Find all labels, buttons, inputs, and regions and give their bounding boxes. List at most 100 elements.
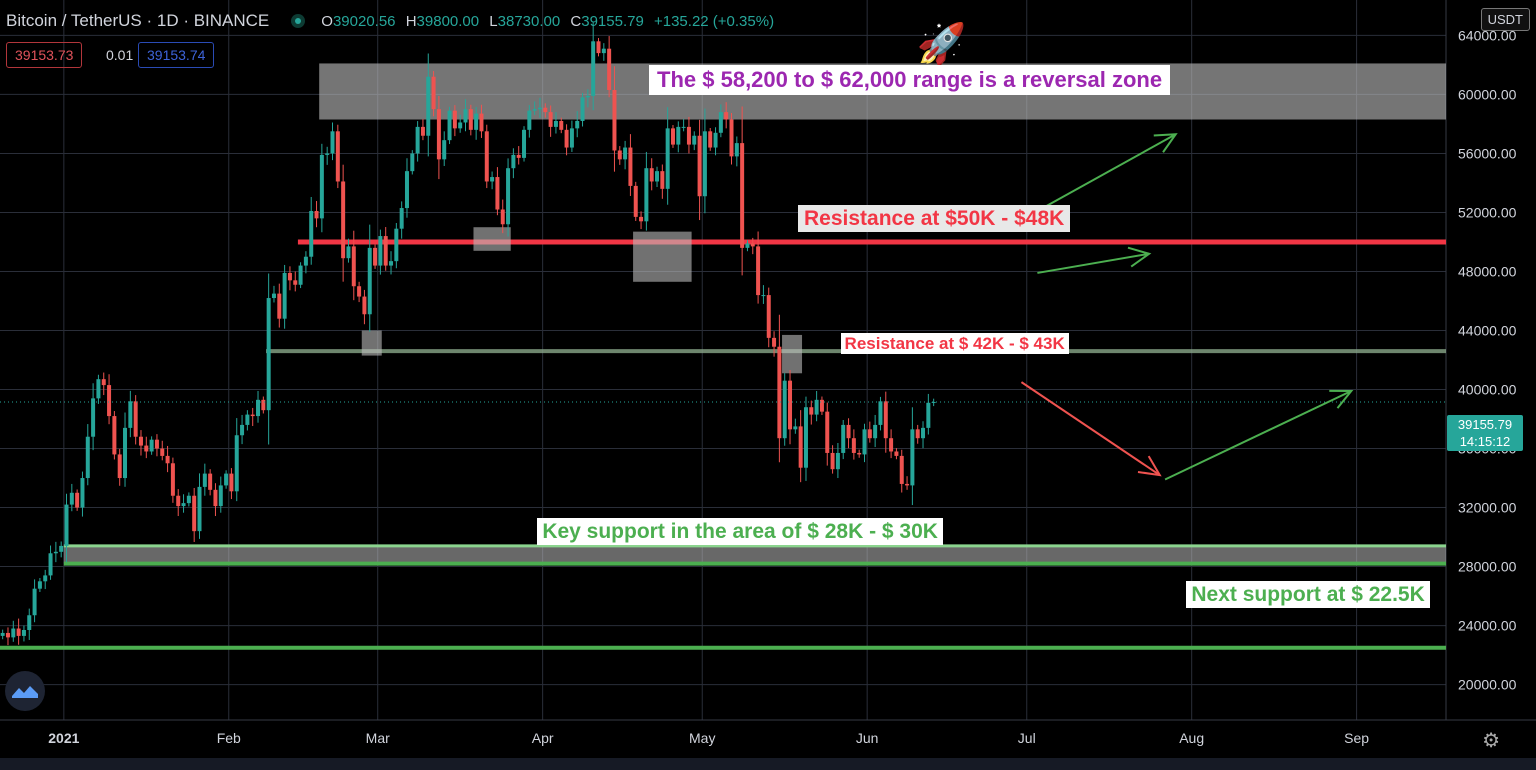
candle-body	[383, 236, 388, 266]
arrow-head	[1329, 389, 1354, 409]
annotation-label[interactable]: Resistance at $50K - $48K	[798, 205, 1071, 233]
chart-header: Bitcoin / TetherUS · 1D · BINANCE O39020…	[6, 10, 780, 32]
candle-body	[905, 483, 910, 486]
candle-body	[357, 286, 362, 297]
candle-body	[676, 126, 681, 145]
candle-body	[27, 615, 32, 630]
y-tick-label: 32000.00	[1458, 500, 1517, 516]
candle-body	[197, 486, 202, 532]
currency-badge[interactable]: USDT	[1480, 8, 1530, 31]
projection-arrow	[1020, 381, 1161, 476]
candle-body	[575, 120, 580, 129]
candle-body	[436, 109, 441, 160]
annotation-label[interactable]: Next support at $ 22.5K	[1186, 581, 1430, 609]
candle-body	[48, 553, 53, 576]
candle-body	[633, 185, 638, 217]
candle-body	[718, 112, 723, 133]
candle-body	[59, 545, 64, 552]
x-tick-label: Sep	[1344, 730, 1369, 746]
buy-price-button[interactable]: 39153.74	[138, 42, 215, 68]
candle-body	[729, 119, 734, 157]
settings-gear-icon[interactable]: ⚙	[1482, 730, 1500, 752]
candle-body	[500, 209, 505, 225]
last-price-label: 39155.79 14:15:12	[1447, 415, 1523, 451]
x-tick-label: Jul	[1018, 730, 1036, 746]
candle-body	[628, 147, 633, 186]
candle-body	[756, 246, 761, 296]
candle-body	[665, 128, 670, 189]
candle-body	[623, 147, 628, 160]
candle-body	[426, 76, 431, 136]
candle-body	[91, 398, 96, 437]
candle-body	[138, 436, 143, 446]
candle-body	[21, 630, 26, 636]
candle-body	[639, 216, 644, 222]
candle-body	[224, 473, 229, 486]
candle-body	[495, 177, 500, 210]
arrow-head	[1127, 246, 1152, 268]
candle-body	[841, 424, 846, 453]
projection-arrow	[1164, 390, 1352, 481]
candle-body	[814, 399, 819, 415]
candle-body	[846, 424, 851, 439]
y-tick-label: 52000.00	[1458, 204, 1517, 220]
candle-body	[266, 298, 271, 411]
candle-body	[516, 154, 521, 158]
candle-body	[271, 293, 276, 299]
candle-body	[830, 452, 835, 470]
candle-body	[761, 295, 766, 297]
candle-body	[607, 48, 612, 90]
arrow-head	[1153, 133, 1178, 153]
y-tick-label: 24000.00	[1458, 618, 1517, 634]
bottom-bar	[0, 758, 1536, 770]
candle-body	[559, 120, 564, 130]
candle-body	[64, 504, 69, 546]
candle-body	[798, 426, 803, 468]
candle-body	[809, 407, 814, 415]
candle-body	[176, 495, 181, 507]
candle-body	[389, 261, 394, 266]
symbol-title[interactable]: Bitcoin / TetherUS · 1D · BINANCE	[6, 11, 270, 30]
candle-body	[819, 399, 824, 412]
rocket-icon: 🚀	[917, 21, 967, 67]
annotation-label[interactable]: The $ 58,200 to $ 62,000 range is a reve…	[649, 64, 1171, 95]
candle-body	[926, 402, 931, 428]
candle-body	[463, 109, 468, 123]
annotation-label[interactable]: Resistance at $ 42K - $ 43K	[840, 333, 1069, 355]
candle-body	[165, 455, 170, 464]
candle-body	[697, 135, 702, 197]
candle-body	[80, 478, 85, 508]
candle-body	[734, 143, 739, 157]
candle-body	[378, 236, 383, 266]
candle-body	[532, 109, 537, 111]
candle-body	[0, 632, 5, 636]
candle-body	[133, 401, 138, 437]
y-tick-label: 28000.00	[1458, 559, 1517, 575]
x-tick-label: 2021	[48, 730, 79, 746]
candle-body	[649, 168, 654, 182]
candle-body	[11, 628, 16, 638]
sell-price-button[interactable]: 39153.73	[6, 42, 83, 68]
candle-body	[681, 126, 686, 128]
tradingview-logo-icon[interactable]	[5, 671, 45, 711]
candle-body	[229, 473, 234, 492]
candle-body	[857, 452, 862, 455]
candle-body	[261, 399, 266, 411]
candle-body	[452, 110, 457, 129]
candle-body	[32, 588, 37, 616]
candle-body	[612, 90, 617, 151]
candle-body	[724, 112, 729, 120]
candle-body	[474, 113, 479, 130]
candle-body	[335, 131, 340, 182]
candle-body	[867, 429, 872, 439]
candle-body	[144, 445, 149, 452]
candle-body	[479, 113, 484, 132]
candle-body	[553, 120, 558, 127]
annotation-label[interactable]: Key support in the area of $ 28K - $ 30K	[537, 517, 943, 545]
x-tick-label: Jun	[856, 730, 879, 746]
candle-body	[314, 210, 319, 219]
candle-body	[506, 168, 511, 225]
candle-body	[468, 109, 473, 130]
